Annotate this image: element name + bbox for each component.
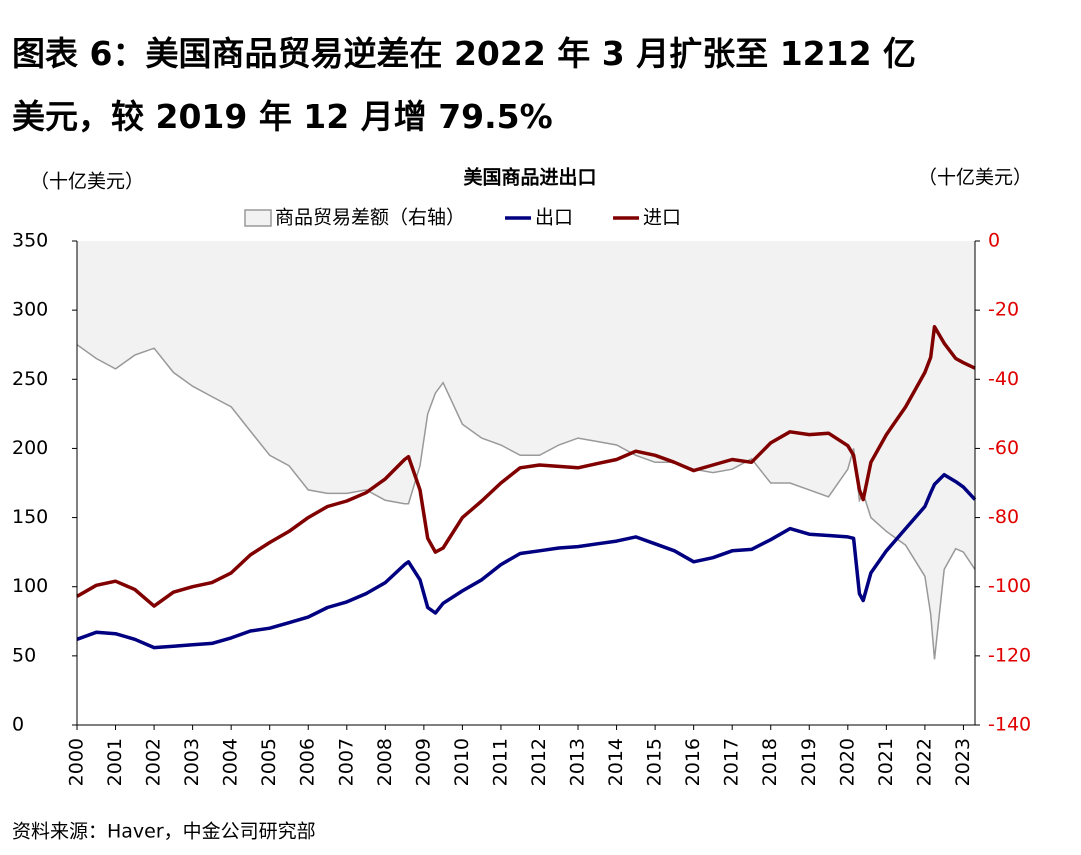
y2-axis-label: （十亿美元）	[918, 167, 1032, 189]
y2-tick-label: 0	[988, 230, 1000, 252]
x-tick-label: 2007	[335, 738, 357, 786]
y-tick-label: 0	[12, 714, 24, 736]
x-tick-label: 2017	[721, 738, 743, 786]
y2-tick-label: -60	[988, 437, 1019, 459]
x-tick-label: 2015	[644, 738, 666, 786]
legend-label: 商品贸易差额（右轴）	[275, 207, 465, 229]
y2-tick-label: -80	[988, 506, 1019, 528]
x-tick-label: 2002	[143, 738, 165, 786]
source: 资料来源：Haver，中金公司研究部	[12, 821, 316, 843]
y-tick-label: 50	[12, 644, 36, 666]
chart-title: 美国商品进出口	[463, 166, 596, 189]
y-tick-label: 350	[12, 230, 48, 252]
x-tick-label: 2022	[913, 738, 935, 786]
y2-tick-label: -100	[988, 575, 1031, 597]
y-axis-label: （十亿美元）	[30, 171, 144, 193]
x-tick-label: 2001	[104, 738, 126, 786]
y-tick-label: 150	[12, 506, 48, 528]
y-tick-label: 250	[12, 368, 48, 390]
y-tick-label: 100	[12, 575, 48, 597]
area-outline	[76, 344, 976, 660]
x-tick-label: 2009	[412, 738, 434, 786]
x-tick-label: 2020	[836, 738, 858, 786]
x-tick-label: 2011	[489, 738, 511, 786]
legend-label: 出口	[535, 207, 573, 229]
x-tick-label: 2018	[759, 738, 781, 786]
page-title: 图表 6：美国商品贸易逆差在 2022 年 3 月扩张至 1212 亿美元，较 …	[12, 34, 916, 136]
legend-label: 进口	[643, 207, 681, 229]
y2-tick-label: -20	[988, 299, 1019, 321]
x-tick-label: 2014	[605, 738, 627, 786]
x-tick-label: 2013	[567, 738, 589, 786]
legend-swatch	[244, 209, 272, 227]
line	[76, 324, 976, 608]
x-tick-label: 2004	[220, 738, 242, 786]
line	[76, 472, 977, 650]
x-tick-label: 2023	[952, 738, 974, 786]
y-tick-label: 300	[12, 299, 48, 321]
y2-tick-label: -140	[988, 714, 1031, 736]
x-tick-label: 2021	[875, 738, 897, 786]
x-tick-label: 2003	[181, 738, 203, 786]
y2-tick-label: -40	[988, 368, 1019, 390]
x-tick-label: 2005	[258, 738, 280, 786]
y2-tick-label: -120	[988, 644, 1031, 666]
x-tick-label: 2019	[798, 738, 820, 786]
x-tick-label: 2008	[374, 738, 396, 786]
x-tick-label: 2000	[66, 738, 88, 786]
x-tick-label: 2016	[682, 738, 704, 786]
x-tick-label: 2012	[528, 738, 550, 786]
area	[77, 241, 975, 660]
x-tick-label: 2010	[451, 738, 473, 786]
y-tick-label: 200	[12, 437, 48, 459]
x-tick-label: 2006	[297, 738, 319, 786]
